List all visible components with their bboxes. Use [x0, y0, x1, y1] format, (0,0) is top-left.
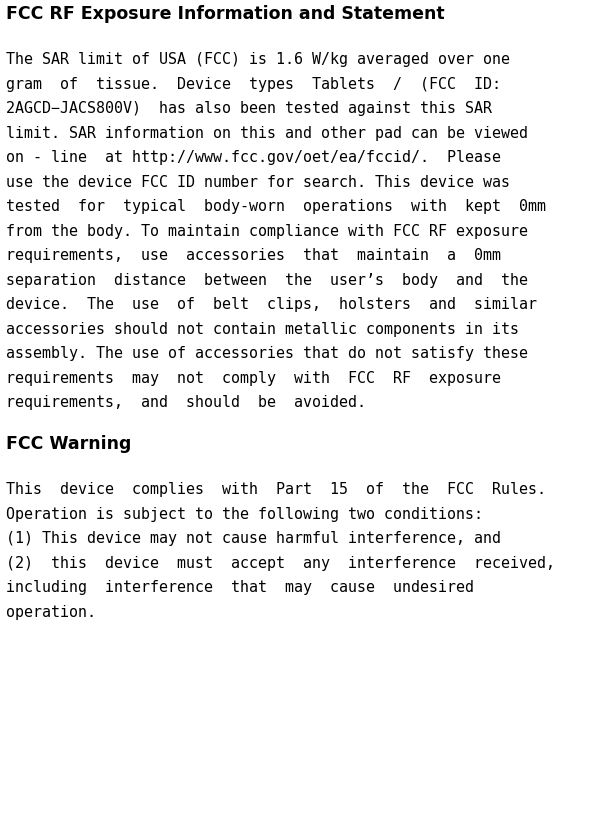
Text: (2)  this  device  must  accept  any  interference  received,: (2) this device must accept any interfer… — [6, 556, 555, 571]
Text: separation  distance  between  the  user’s  body  and  the: separation distance between the user’s b… — [6, 273, 528, 288]
Text: from the body. To maintain compliance with FCC RF exposure: from the body. To maintain compliance wi… — [6, 224, 528, 239]
Text: accessories should not contain metallic components in its: accessories should not contain metallic … — [6, 322, 519, 337]
Text: requirements  may  not  comply  with  FCC  RF  exposure: requirements may not comply with FCC RF … — [6, 371, 501, 386]
Text: device.  The  use  of  belt  clips,  holsters  and  similar: device. The use of belt clips, holsters … — [6, 297, 537, 312]
Text: FCC Warning: FCC Warning — [6, 435, 132, 453]
Text: operation.: operation. — [6, 605, 96, 620]
Text: gram  of  tissue.  Device  types  Tablets  /  (FCC  ID:: gram of tissue. Device types Tablets / (… — [6, 77, 501, 92]
Text: use the device FCC ID number for search. This device was: use the device FCC ID number for search.… — [6, 175, 510, 190]
Text: tested  for  typical  body-worn  operations  with  kept  0mm: tested for typical body-worn operations … — [6, 199, 546, 214]
Text: limit. SAR information on this and other pad can be viewed: limit. SAR information on this and other… — [6, 126, 528, 141]
Text: assembly. The use of accessories that do not satisfy these: assembly. The use of accessories that do… — [6, 346, 528, 361]
Text: 2AGCD−JACS800V)  has also been tested against this SAR: 2AGCD−JACS800V) has also been tested aga… — [6, 101, 492, 116]
Text: Operation is subject to the following two conditions:: Operation is subject to the following tw… — [6, 507, 483, 522]
Text: The SAR limit of USA (FCC) is 1.6 W/kg averaged over one: The SAR limit of USA (FCC) is 1.6 W/kg a… — [6, 52, 510, 67]
Text: requirements,  and  should  be  avoided.: requirements, and should be avoided. — [6, 395, 366, 410]
Text: (1) This device may not cause harmful interference, and: (1) This device may not cause harmful in… — [6, 531, 501, 546]
Text: FCC RF Exposure Information and Statement: FCC RF Exposure Information and Statemen… — [6, 5, 445, 23]
Text: on ‐ line  at http://www.fcc.gov/oet/ea/fccid/.  Please: on ‐ line at http://www.fcc.gov/oet/ea/f… — [6, 150, 501, 165]
Text: including  interference  that  may  cause  undesired: including interference that may cause un… — [6, 580, 474, 595]
Text: requirements,  use  accessories  that  maintain  a  0mm: requirements, use accessories that maint… — [6, 248, 501, 263]
Text: This  device  complies  with  Part  15  of  the  FCC  Rules.: This device complies with Part 15 of the… — [6, 482, 546, 497]
